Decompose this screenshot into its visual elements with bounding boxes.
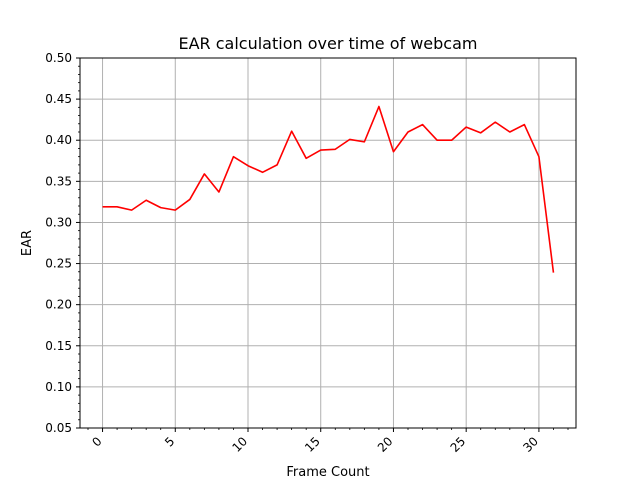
y-tick-label: 0.15 <box>45 339 72 353</box>
y-tick-label: 0.20 <box>45 298 72 312</box>
y-tick-label: 0.35 <box>45 174 72 188</box>
x-axis-title: Frame Count <box>286 465 369 480</box>
chart-title: EAR calculation over time of webcam <box>178 34 477 53</box>
y-tick-label: 0.50 <box>45 51 72 65</box>
y-tick-label: 0.45 <box>45 92 72 106</box>
series-line <box>102 105 555 273</box>
y-axis: 0.05 0.10 0.15 0.20 0.25 0.30 0.35 0.40 0.45 0.50 <box>45 51 80 435</box>
plot-frame <box>79 57 577 429</box>
y-tick-label: 0.10 <box>45 380 72 394</box>
y-tick-label: 0.30 <box>45 215 72 229</box>
y-tick-label: 0.40 <box>45 133 72 147</box>
series-layer <box>102 105 555 273</box>
y-tick-label: 0.05 <box>45 421 72 435</box>
y-tick-label: 0.25 <box>45 257 72 271</box>
y-axis-title: EAR <box>20 230 35 256</box>
